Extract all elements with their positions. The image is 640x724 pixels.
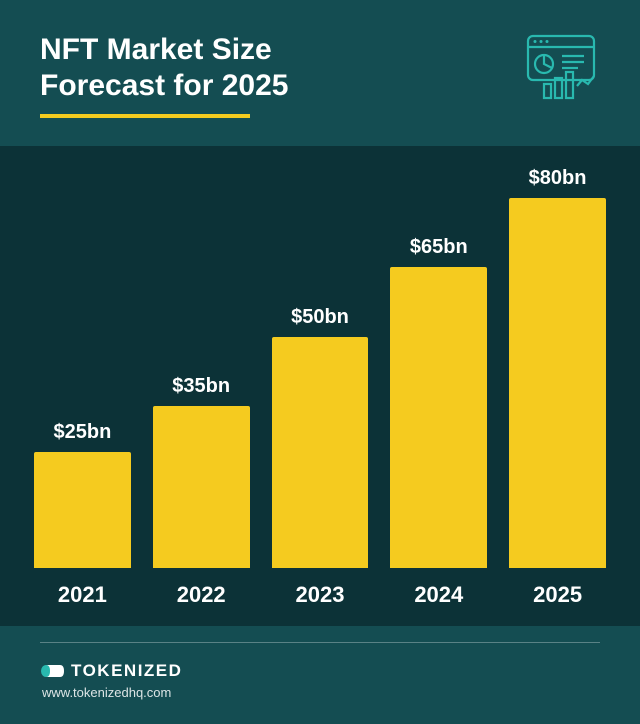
analytics-icon (522, 32, 600, 100)
bar-category-label: 2021 (58, 582, 107, 608)
header: NFT Market Size Forecast for 2025 (0, 0, 640, 146)
bar-category-label: 2022 (177, 582, 226, 608)
bar-group: $50bn 2023 (272, 306, 369, 608)
bar (509, 198, 606, 568)
bar-category-label: 2023 (296, 582, 345, 608)
bar-group: $35bn 2022 (153, 375, 250, 608)
brand: TOKENIZED (40, 661, 600, 681)
bar-group: $25bn 2021 (34, 421, 131, 608)
bar (34, 452, 131, 568)
bar (390, 267, 487, 568)
bar (153, 406, 250, 568)
bar-category-label: 2024 (414, 582, 463, 608)
page-title: NFT Market Size Forecast for 2025 (40, 32, 288, 104)
brand-logo-icon (40, 664, 64, 678)
bar-group: $80bn 2025 (509, 167, 606, 608)
bar-chart: $25bn 2021 $35bn 2022 $50bn 2023 $65bn 2024 $80b… (0, 146, 640, 626)
bar-value-label: $35bn (172, 375, 230, 398)
bar-value-label: $65bn (410, 236, 468, 259)
footer-divider (40, 642, 600, 643)
infographic-container: NFT Market Size Forecast for 2025 (0, 0, 640, 724)
bar-value-label: $80bn (529, 167, 587, 190)
bar-category-label: 2025 (533, 582, 582, 608)
title-block: NFT Market Size Forecast for 2025 (40, 32, 288, 118)
brand-name: TOKENIZED (71, 661, 182, 681)
brand-url: www.tokenizedhq.com (42, 685, 600, 700)
footer: TOKENIZED www.tokenizedhq.com (0, 626, 640, 724)
bar-value-label: $25bn (53, 421, 111, 444)
bar-group: $65bn 2024 (390, 236, 487, 608)
title-underline (40, 114, 250, 118)
bar-value-label: $50bn (291, 306, 349, 329)
bar (272, 337, 369, 568)
